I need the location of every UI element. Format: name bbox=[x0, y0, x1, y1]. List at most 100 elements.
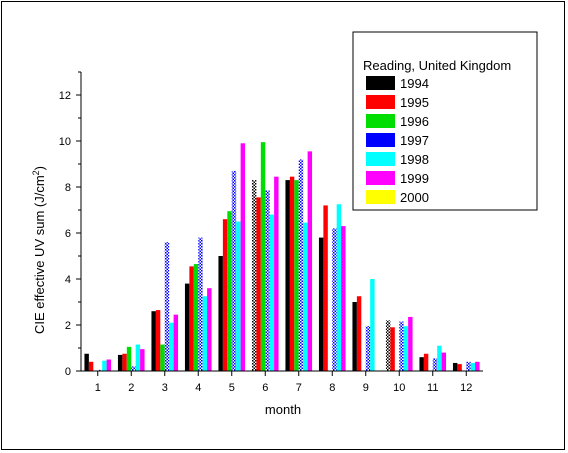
bar-1997-month-2 bbox=[131, 366, 136, 371]
bar-1994-month-10 bbox=[385, 320, 391, 371]
bar-1996-month-6 bbox=[260, 142, 266, 371]
bar-1994-month-3 bbox=[151, 311, 156, 371]
bar-1997-month-6 bbox=[265, 190, 270, 371]
bar-1996-month-5 bbox=[227, 211, 232, 371]
x-axis-title: month bbox=[265, 402, 301, 417]
x-tick-label-6: 6 bbox=[262, 382, 268, 394]
x-tick-label-4: 4 bbox=[195, 382, 201, 394]
bar-1997-month-5 bbox=[231, 170, 237, 371]
bar-1995-month-7 bbox=[289, 176, 295, 371]
bar-1997-month-9 bbox=[365, 326, 371, 371]
x-tick-label-7: 7 bbox=[296, 382, 302, 394]
bar-1999-month-8 bbox=[341, 226, 346, 371]
legend-label-1998: 1998 bbox=[400, 152, 429, 167]
y-tick-label-2: 2 bbox=[65, 320, 71, 332]
bar-1998-month-7 bbox=[303, 222, 308, 371]
bar-1999-month-1 bbox=[106, 359, 112, 371]
y-axis-title-superscript: 2 bbox=[31, 170, 41, 175]
bar-1998-month-11 bbox=[437, 345, 442, 371]
bar-1997-month-10 bbox=[399, 321, 404, 371]
legend-title: Reading, United Kingdom bbox=[363, 58, 511, 73]
bar-1998-month-8 bbox=[336, 204, 342, 371]
bars-group bbox=[84, 142, 480, 371]
y-tick-label-10: 10 bbox=[59, 136, 71, 148]
bar-1999-month-5 bbox=[240, 143, 246, 371]
x-tick-label-3: 3 bbox=[162, 382, 168, 394]
bar-1997-month-12 bbox=[466, 361, 471, 371]
bar-1995-month-8 bbox=[323, 205, 328, 371]
bar-1998-month-10 bbox=[403, 326, 409, 371]
x-tick-label-11: 11 bbox=[427, 382, 438, 394]
x-tick-label-9: 9 bbox=[363, 382, 369, 394]
bar-1999-month-10 bbox=[408, 316, 413, 371]
bar-1996-month-3 bbox=[160, 344, 165, 371]
bar-1995-month-11 bbox=[423, 353, 429, 371]
bar-1999-month-3 bbox=[173, 314, 179, 371]
bar-1994-month-11 bbox=[419, 357, 424, 371]
bar-1998-month-3 bbox=[169, 322, 174, 371]
bar-1998-month-6 bbox=[269, 214, 275, 371]
bar-1994-month-6 bbox=[251, 180, 257, 371]
bar-1994-month-12 bbox=[452, 362, 458, 371]
bar-1995-month-9 bbox=[356, 296, 362, 371]
bar-1998-month-9 bbox=[370, 279, 375, 371]
legend-swatch-1996 bbox=[366, 114, 395, 128]
bar-1999-month-6 bbox=[274, 176, 279, 371]
bar-1995-month-6 bbox=[256, 197, 261, 371]
legend-swatch-1998 bbox=[366, 152, 395, 166]
legend-label-1999: 1999 bbox=[400, 171, 429, 186]
bar-1996-month-2 bbox=[126, 346, 132, 371]
x-tick-label-8: 8 bbox=[329, 382, 335, 394]
y-tick-label-12: 12 bbox=[59, 90, 71, 102]
bar-1999-month-7 bbox=[307, 151, 313, 371]
bar-1995-month-1 bbox=[88, 361, 94, 371]
bar-1994-month-1 bbox=[84, 353, 89, 371]
legend-label-1996: 1996 bbox=[400, 114, 429, 129]
bar-1995-month-5 bbox=[222, 219, 228, 371]
bar-1994-month-4 bbox=[184, 283, 190, 371]
bar-1994-month-2 bbox=[117, 354, 123, 371]
bar-1995-month-12 bbox=[457, 364, 462, 371]
bar-1994-month-5 bbox=[218, 256, 223, 371]
bar-1997-month-3 bbox=[164, 242, 170, 371]
bar-1997-month-11 bbox=[432, 358, 438, 371]
bar-1996-month-7 bbox=[294, 180, 299, 371]
y-tick-label-6: 6 bbox=[65, 228, 71, 240]
x-tick-label-1: 1 bbox=[95, 382, 101, 394]
bar-1997-month-8 bbox=[332, 228, 337, 371]
bar-1995-month-3 bbox=[155, 310, 161, 371]
bar-1995-month-2 bbox=[122, 353, 127, 371]
y-axis-title-main: CIE effective UV sum (J/cm bbox=[32, 175, 47, 334]
legend-label-1994: 1994 bbox=[400, 76, 429, 91]
x-tick-label-10: 10 bbox=[393, 382, 405, 394]
legend-swatch-2000 bbox=[366, 190, 395, 204]
x-tick-label-2: 2 bbox=[128, 382, 134, 394]
bar-1994-month-7 bbox=[285, 180, 290, 371]
legend-label-2000: 2000 bbox=[400, 190, 429, 205]
y-tick-label-8: 8 bbox=[65, 182, 71, 194]
bar-1998-month-2 bbox=[135, 344, 141, 371]
bar-1997-month-7 bbox=[298, 159, 304, 371]
bar-1998-month-1 bbox=[102, 360, 107, 371]
bar-1999-month-12 bbox=[475, 361, 480, 371]
legend-label-1997: 1997 bbox=[400, 133, 429, 148]
legend-label-1995: 1995 bbox=[400, 95, 429, 110]
bar-1995-month-4 bbox=[189, 266, 194, 371]
x-tick-label-5: 5 bbox=[229, 382, 235, 394]
bar-1995-month-10 bbox=[390, 327, 395, 371]
bar-1999-month-4 bbox=[207, 288, 212, 371]
bar-1994-month-9 bbox=[352, 302, 357, 371]
legend-swatch-1994 bbox=[366, 76, 395, 90]
bar-1994-month-8 bbox=[318, 237, 324, 371]
legend-swatch-1997 bbox=[366, 133, 395, 147]
legend-swatch-1995 bbox=[366, 95, 395, 109]
bar-1999-month-2 bbox=[140, 349, 145, 371]
x-tick-label-12: 12 bbox=[460, 382, 472, 394]
bar-1998-month-12 bbox=[470, 362, 476, 371]
bar-1997-month-4 bbox=[198, 237, 203, 371]
y-tick-label-0: 0 bbox=[65, 366, 71, 378]
bar-1997-month-1 bbox=[97, 369, 103, 371]
bar-1998-month-5 bbox=[236, 221, 241, 371]
